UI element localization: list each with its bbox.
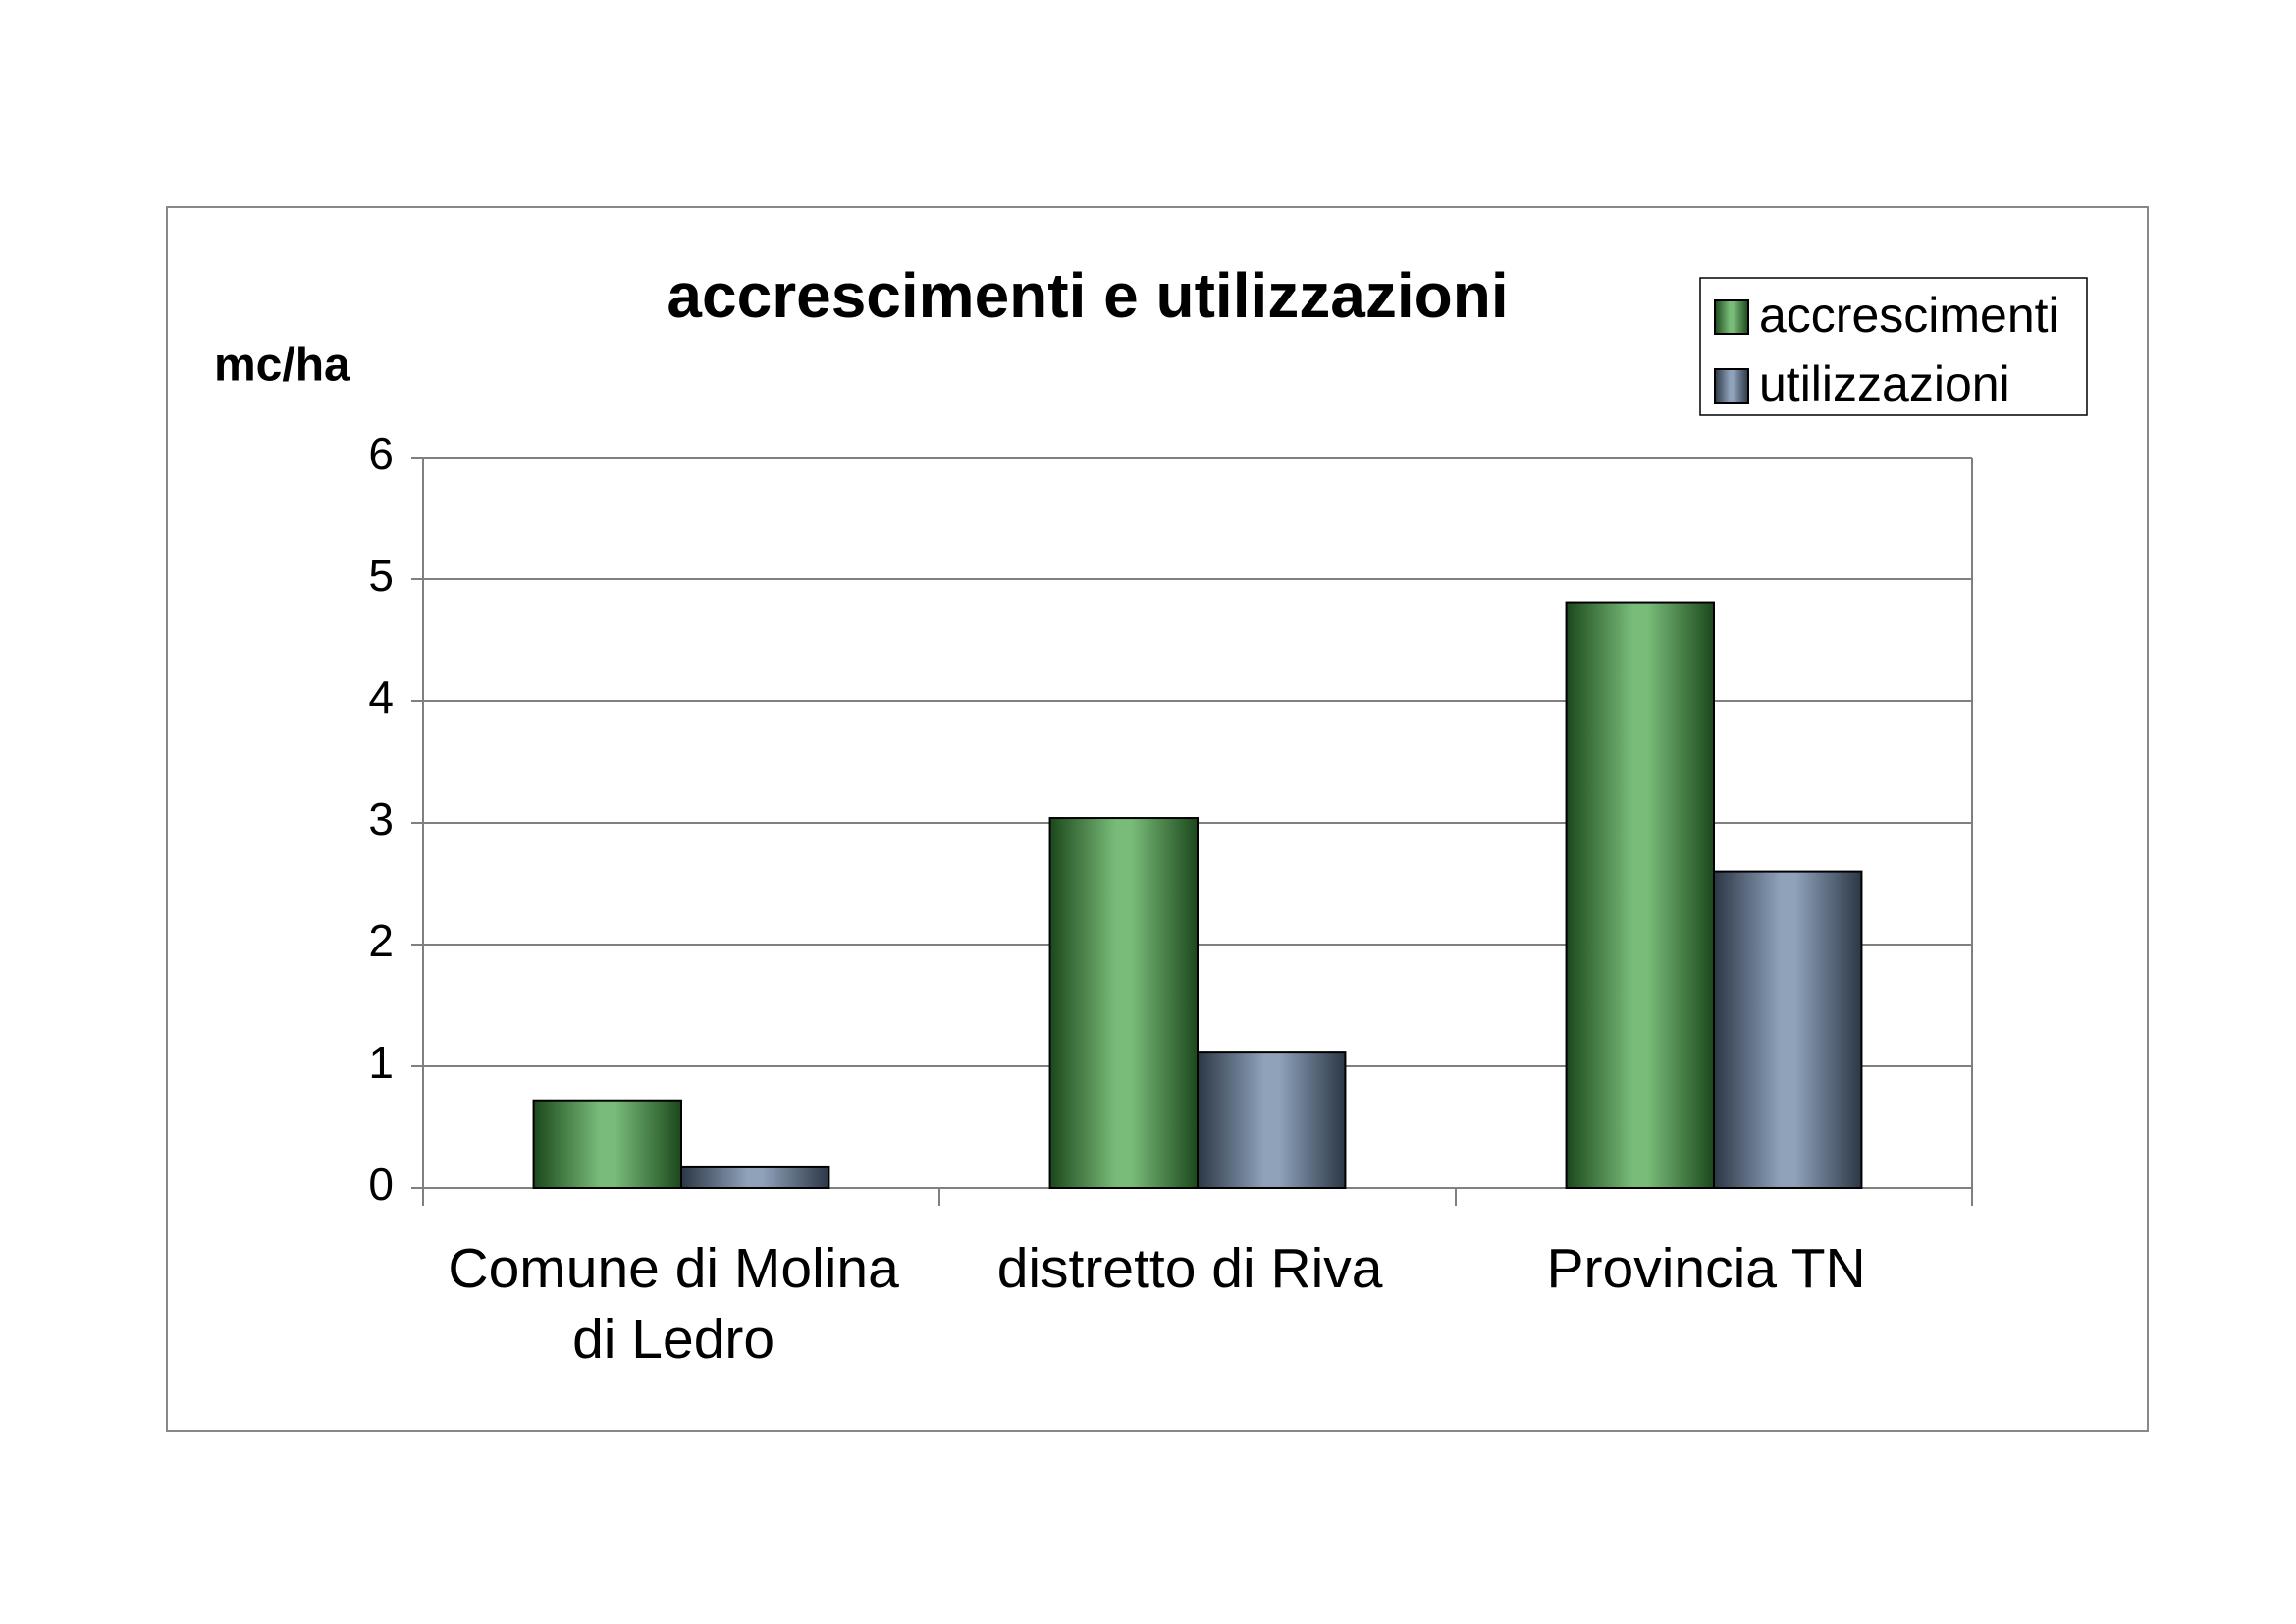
bar [680, 1165, 830, 1190]
bar [1713, 870, 1863, 1189]
y-tick-label: 5 [368, 550, 394, 601]
bar [1197, 1051, 1347, 1189]
legend-box [1699, 277, 2088, 416]
legend-label: accrescimenti [1759, 288, 2059, 343]
bar [1565, 601, 1715, 1189]
bar [532, 1099, 683, 1189]
legend-swatch [1714, 368, 1749, 404]
x-tick-label: Provincia TN [1546, 1237, 1866, 1300]
x-tick-label: Comune di Molina di Ledro [448, 1237, 899, 1371]
chart-title: accrescimenti e utilizzazioni [667, 260, 1508, 331]
y-tick-label: 6 [368, 428, 394, 479]
y-tick-label: 3 [368, 793, 394, 844]
y-tick-label: 1 [368, 1037, 394, 1088]
y-tick-label: 4 [368, 672, 394, 723]
y-tick-label: 0 [368, 1159, 394, 1210]
x-tick-label: distretto di Riva [996, 1237, 1383, 1300]
legend-label: utilizzazioni [1759, 356, 2010, 411]
bar [1048, 817, 1199, 1189]
y-tick-label: 2 [368, 915, 394, 966]
legend-swatch [1714, 299, 1749, 335]
y-axis-label: mc/ha [214, 340, 350, 392]
